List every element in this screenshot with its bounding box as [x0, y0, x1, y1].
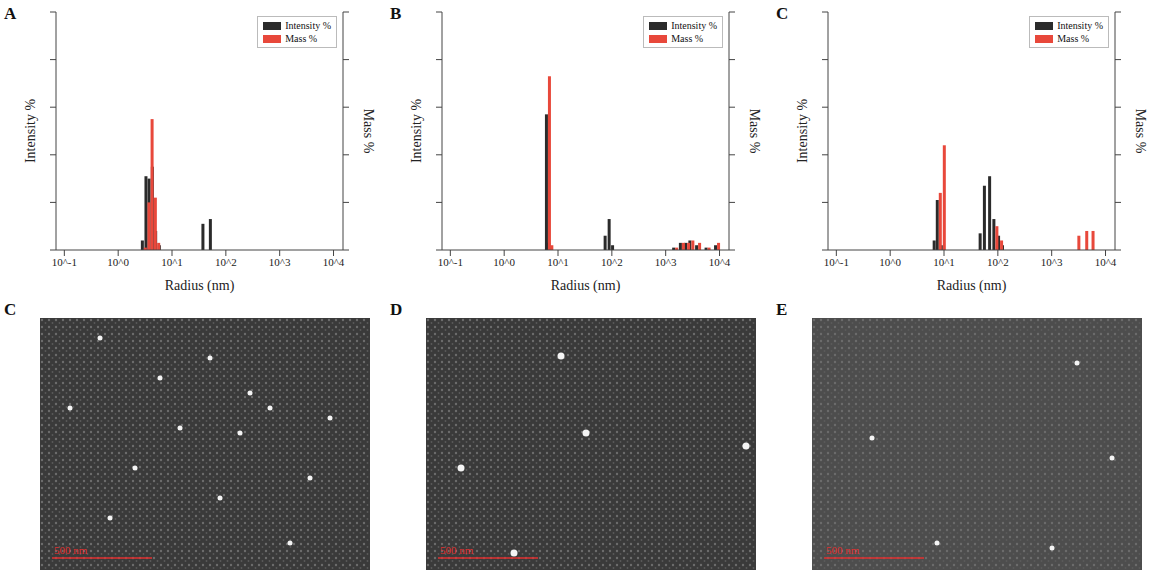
svg-text:Mass %: Mass %: [747, 109, 762, 154]
html-text:Mass %: Mass %: [285, 33, 318, 44]
svg-text:Radius (nm): Radius (nm): [165, 278, 235, 294]
svg-text:Radius (nm): Radius (nm): [937, 278, 1007, 294]
html-text:Intensity %: Intensity %: [1057, 20, 1103, 31]
svg-text:10^0: 10^0: [879, 256, 901, 268]
svg-text:500 nm: 500 nm: [440, 544, 474, 556]
html-text:C: C: [4, 300, 17, 319]
svg-text:10^2: 10^2: [987, 256, 1009, 268]
svg-text:500 nm: 500 nm: [826, 544, 860, 556]
svg-text:10^1: 10^1: [933, 256, 955, 268]
svg-text:Intensity %: Intensity %: [796, 99, 810, 163]
svg-text:10^-1: 10^-1: [438, 256, 463, 268]
svg-text:10^3: 10^3: [1041, 256, 1063, 268]
html-text:D: D: [390, 300, 403, 319]
svg-text:Mass %: Mass %: [361, 109, 376, 154]
html-text:Intensity %: Intensity %: [285, 20, 331, 31]
svg-text:Intensity %: Intensity %: [24, 99, 38, 163]
svg-text:10^1: 10^1: [547, 256, 569, 268]
svg-text:Mass %: Mass %: [1133, 109, 1148, 154]
html-text:C: C: [776, 4, 789, 23]
svg-text:10^-1: 10^-1: [52, 256, 77, 268]
svg-text:500 nm: 500 nm: [54, 544, 88, 556]
svg-text:10^3: 10^3: [655, 256, 677, 268]
svg-text:10^4: 10^4: [1095, 256, 1117, 268]
svg-text:10^1: 10^1: [161, 256, 183, 268]
svg-text:10^0: 10^0: [107, 256, 129, 268]
html-text:A: A: [4, 4, 17, 23]
svg-text:Intensity %: Intensity %: [410, 99, 424, 163]
html-text:Mass %: Mass %: [1057, 33, 1090, 44]
svg-text:10^2: 10^2: [601, 256, 623, 268]
svg-text:10^-1: 10^-1: [824, 256, 849, 268]
svg-text:10^2: 10^2: [215, 256, 237, 268]
svg-text:10^0: 10^0: [493, 256, 515, 268]
html-text:B: B: [390, 4, 402, 23]
html-text:Mass %: Mass %: [671, 33, 704, 44]
html-text:Intensity %: Intensity %: [671, 20, 717, 31]
svg-text:10^4: 10^4: [709, 256, 731, 268]
svg-text:10^4: 10^4: [323, 256, 345, 268]
svg-text:10^3: 10^3: [269, 256, 291, 268]
html-text:E: E: [776, 300, 788, 319]
svg-text:Radius (nm): Radius (nm): [551, 278, 621, 294]
